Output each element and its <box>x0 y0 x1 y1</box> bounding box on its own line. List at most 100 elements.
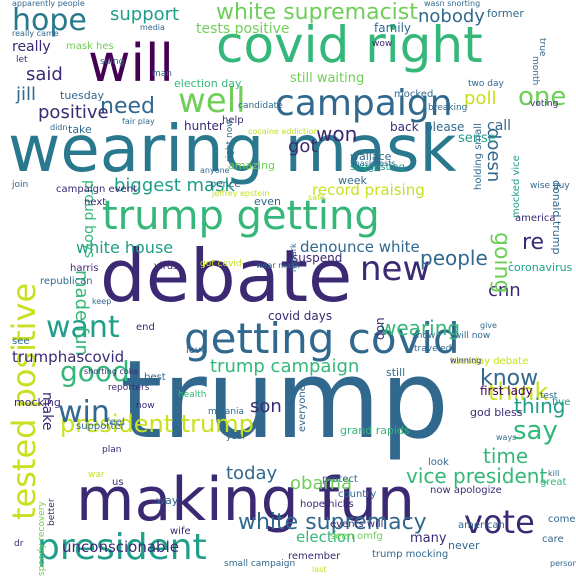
word: look <box>428 457 449 468</box>
word: come <box>548 514 576 525</box>
word: don <box>373 317 387 340</box>
word: covid days <box>268 309 333 323</box>
word: suspend <box>292 251 343 265</box>
word: reporters <box>108 383 150 393</box>
word: give <box>480 321 497 330</box>
word: wise guy <box>530 181 570 191</box>
word: god bless <box>470 406 523 419</box>
word: making fun <box>76 465 415 535</box>
word: nobody <box>418 6 485 27</box>
word: support <box>110 4 180 25</box>
word: pence <box>210 179 241 190</box>
word: trump campaign <box>210 356 360 377</box>
word: hope hicks <box>300 499 354 510</box>
word: back <box>390 120 419 134</box>
word: jill <box>16 84 37 105</box>
word: won <box>316 122 358 146</box>
word: help <box>222 115 244 126</box>
word: amazing <box>228 159 275 172</box>
word: kill <box>548 469 560 478</box>
word: test <box>540 391 558 401</box>
word: way <box>156 494 179 507</box>
word: son <box>250 396 282 417</box>
word: coronavirus <box>508 261 573 274</box>
word: join <box>12 180 29 190</box>
word: best <box>144 372 166 383</box>
word: say <box>513 416 558 446</box>
word: week <box>338 174 367 187</box>
word: one <box>518 82 567 112</box>
word: family <box>374 21 412 35</box>
word: better <box>47 498 57 526</box>
word: well <box>178 81 246 121</box>
word: man <box>152 69 172 79</box>
word: got <box>288 136 318 157</box>
word: re <box>522 230 545 255</box>
word: really came <box>12 29 59 38</box>
word: wear mask <box>256 261 300 270</box>
word: mocked vice <box>511 155 522 218</box>
word: time <box>483 444 529 468</box>
word: want <box>46 310 120 345</box>
word: will <box>88 34 174 94</box>
word: wearing mask <box>8 113 457 187</box>
word: cnn <box>488 280 521 301</box>
word: trumphascovid <box>12 348 125 366</box>
word: tuesday <box>60 89 105 102</box>
word: trump mocking <box>372 549 449 560</box>
word: suing <box>100 57 125 67</box>
word: obama <box>290 473 353 494</box>
word: five <box>552 397 571 408</box>
word: fair play <box>122 117 155 126</box>
word: republican <box>40 276 93 287</box>
word: white supremacist <box>216 0 418 25</box>
word: got covid <box>200 259 242 269</box>
word: first lady <box>480 384 533 398</box>
word: love <box>186 345 207 356</box>
word: let <box>16 55 28 65</box>
word: holding small <box>473 123 484 190</box>
word: getting covid <box>184 314 460 363</box>
word: campaign event <box>56 184 137 195</box>
word: trump <box>120 338 449 463</box>
word: need <box>100 94 155 119</box>
word: war <box>88 470 105 480</box>
word: true <box>537 38 547 57</box>
word: wasn snorting <box>424 0 481 8</box>
word: supporter <box>76 421 125 432</box>
word: next <box>84 197 107 208</box>
word: care <box>542 534 564 545</box>
word: ways <box>496 433 517 442</box>
word: denounce white <box>300 238 420 256</box>
word: shorting coke <box>84 367 139 376</box>
word: last <box>312 565 327 574</box>
word: hope <box>12 3 87 38</box>
word: said <box>26 64 63 85</box>
word: speedy recovery <box>37 501 47 576</box>
word: new <box>360 249 431 289</box>
word: suggesting <box>350 162 405 173</box>
word: everyone <box>297 385 308 432</box>
word: never <box>448 539 480 552</box>
word: two day <box>468 79 504 89</box>
word: now apologize <box>430 485 502 496</box>
word: former <box>487 7 524 20</box>
word: will now <box>454 331 491 341</box>
word: american <box>458 520 505 531</box>
word: plan <box>102 445 122 455</box>
word: mocked <box>394 89 434 100</box>
word: month <box>530 56 540 86</box>
word: us <box>112 477 124 488</box>
word: president trump <box>60 410 254 438</box>
word: good <box>60 355 130 388</box>
word: mocking <box>14 396 61 409</box>
word: campaign <box>275 83 453 124</box>
word: think <box>488 378 549 406</box>
word: keep <box>92 297 112 306</box>
word: win <box>58 395 110 430</box>
word: traveled <box>414 344 452 354</box>
word: show <box>412 331 436 341</box>
word: didn <box>50 123 68 132</box>
word: take <box>68 123 92 136</box>
word: great <box>540 477 567 488</box>
